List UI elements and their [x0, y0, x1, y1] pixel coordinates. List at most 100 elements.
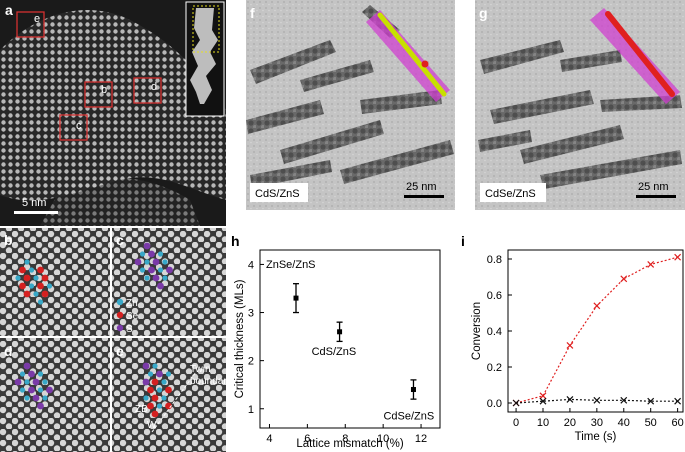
chart-i-point — [620, 396, 628, 404]
zb-label: ZB — [135, 404, 148, 415]
chart-h-ytick-label: 2 — [248, 356, 254, 368]
atom-marker — [157, 267, 164, 273]
chart-i-frame — [507, 249, 684, 413]
atom-marker — [37, 387, 44, 393]
panel-c: Zn Se S c — [112, 228, 226, 336]
atom-marker — [37, 266, 44, 274]
atom-marker — [156, 370, 163, 378]
chart-i-point — [620, 275, 628, 283]
atom-marker — [152, 258, 160, 266]
panel-a-box-c — [59, 114, 88, 141]
panel-a-label: a — [5, 2, 13, 18]
chart-h-xtick-label: 12 — [415, 433, 427, 445]
atom-marker — [147, 386, 154, 394]
panel-i-label: i — [461, 233, 465, 249]
chart-i-point — [593, 302, 601, 310]
atom-marker — [157, 251, 164, 257]
atom-marker — [157, 282, 164, 290]
legend-s-label: S — [126, 324, 133, 335]
twin-label-2: boundary — [190, 376, 232, 387]
chart-h-ytick-label: 1 — [248, 404, 254, 416]
atom-marker — [19, 282, 26, 290]
chart-i-xtick-label: 60 — [671, 417, 683, 429]
twin-boundary-line — [151, 371, 197, 433]
panel-f-scalebar-label: 25 nm — [406, 181, 437, 193]
panel-b-label: b — [4, 232, 13, 248]
panel-a-inset-rod — [190, 8, 218, 104]
panel-f-label: f — [250, 5, 255, 21]
chart-i-ylabel: Conversion — [471, 302, 483, 360]
panel-a-lattice-lower — [40, 177, 200, 226]
panel-a-box-c-label: c — [76, 120, 82, 132]
atom-marker — [19, 266, 26, 274]
chart-i-point — [647, 260, 655, 268]
chart-h-ytick-label: 4 — [248, 259, 254, 271]
atom-marker — [28, 370, 35, 378]
atom-marker — [42, 395, 48, 401]
atom-marker — [139, 267, 146, 273]
atom-marker — [156, 387, 163, 393]
panel-b: b — [0, 228, 110, 336]
chart-h-ytick-label: 3 — [248, 308, 254, 320]
atom-marker — [24, 379, 30, 385]
chart-i-ytick-label: 0.2 — [487, 362, 502, 374]
panel-a-box-d — [133, 77, 162, 104]
chart-i-point — [512, 399, 520, 407]
atom-marker — [134, 258, 142, 266]
chart-h-point-label: CdS/ZnS — [312, 346, 357, 358]
atom-marker — [144, 259, 150, 265]
chart-i-ytick-label: 0.4 — [487, 326, 502, 338]
panel-a-inset-box — [192, 5, 220, 53]
atom-marker — [46, 386, 53, 394]
chart-h-frame — [259, 249, 441, 429]
panel-a-box-e — [16, 11, 45, 38]
panel-f-sample-label: CdS/ZnS — [255, 188, 300, 200]
panel-c-atoms — [134, 242, 173, 290]
panel-g: CdSe/ZnS 25 nm g — [475, 0, 685, 210]
atom-marker — [151, 394, 159, 402]
atom-marker — [37, 282, 44, 290]
chart-h-xtick-label: 6 — [304, 433, 310, 445]
panel-g-scalebar — [636, 195, 676, 198]
chart-i-point — [647, 397, 655, 405]
chart-i-point — [539, 392, 547, 400]
atom-marker — [143, 242, 151, 250]
atom-marker — [161, 379, 167, 385]
atom-marker — [33, 275, 39, 281]
chart-h-xtick-label: 10 — [377, 433, 389, 445]
atom-marker — [14, 378, 22, 386]
atom-marker — [19, 387, 26, 393]
atom-marker — [37, 299, 44, 305]
panel-e-label: e — [116, 343, 124, 359]
atom-marker — [28, 386, 35, 394]
panel-g-rod-core — [605, 11, 675, 97]
chart-i-xtick-label: 40 — [618, 417, 630, 429]
panel-f-seed — [421, 60, 429, 68]
atom-marker — [161, 395, 167, 401]
panel-a: e b d c 5 nm a — [0, 0, 226, 226]
chart-h-point-label: CdSe/ZnS — [383, 411, 434, 423]
panel-d-label: d — [4, 343, 13, 359]
atom-marker — [23, 290, 31, 298]
chart-i: i 0 10 20 30 40 50 60 0.0 0.2 0.4 0.6 0.8 Time (s) Co… — [461, 233, 684, 443]
legend-zn-marker — [116, 298, 124, 306]
atom-marker — [37, 371, 44, 377]
atom-marker — [23, 362, 31, 370]
panel-g-rods — [478, 40, 682, 189]
legend-se-label: Se — [126, 311, 139, 322]
panel-g-scalebar-label: 25 nm — [638, 181, 669, 193]
chart-i-point — [566, 341, 574, 349]
chart-i-ytick-label: 0.0 — [487, 398, 502, 410]
w-label: W — [147, 420, 157, 431]
atom-marker — [148, 266, 155, 274]
panel-a-box-d-label: d — [151, 81, 157, 93]
chart-i-xlabel: Time (s) — [575, 431, 617, 443]
chart-i-series-line — [515, 256, 678, 404]
panel-a-box-b — [84, 81, 113, 108]
atom-marker — [28, 267, 35, 273]
chart-i-ytick-label: 0.6 — [487, 290, 502, 302]
panel-d: d — [0, 338, 110, 452]
atom-marker — [139, 251, 146, 257]
chart-h-xtick-label: 4 — [266, 433, 272, 445]
